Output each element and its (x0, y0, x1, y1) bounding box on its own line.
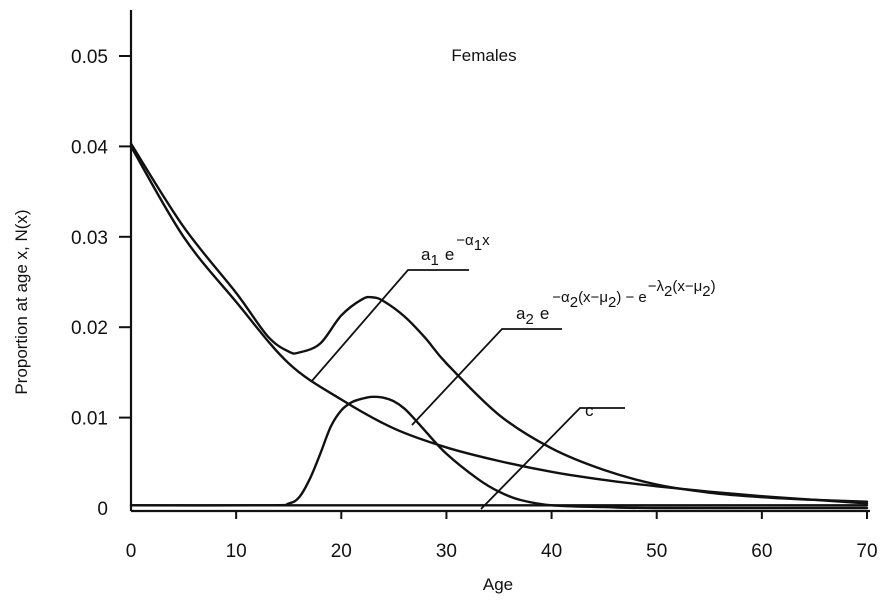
y-axis-title: Proportion at age x, N(x) (12, 209, 31, 394)
y-tick-label: 0.05 (71, 47, 108, 68)
formula-c: c (585, 401, 594, 420)
x-axis-title: Age (483, 575, 513, 594)
formula-a1: a1 e−α1x (421, 232, 490, 269)
leader-a2 (411, 328, 562, 426)
y-tick-label: 0.02 (71, 318, 108, 339)
x-tick-label: 10 (226, 541, 247, 562)
leaders (310, 269, 625, 510)
formula-a2: a2 e−α2(x−μ2) − e−λ2(x−μ2) (516, 278, 716, 328)
y-tick-label: 0.03 (71, 228, 108, 249)
y-tick-label: 0.01 (71, 409, 108, 430)
leader-c (480, 407, 625, 510)
series-layer (129, 142, 869, 510)
x-tick-label: 0 (126, 541, 137, 562)
y-ticks: 0 0.01 0.02 0.03 0.04 0.05 (71, 47, 131, 520)
axes (129, 10, 870, 513)
x-tick-label: 70 (856, 541, 877, 562)
x-ticks: 0 10 20 30 40 50 60 70 (126, 511, 878, 562)
x-tick-label: 30 (436, 541, 457, 562)
x-tick-label: 40 (541, 541, 562, 562)
y-tick-label: 0 (97, 499, 108, 520)
x-tick-label: 60 (751, 541, 772, 562)
series-total (129, 142, 869, 503)
series-a1-exponential (129, 145, 869, 505)
x-tick-label: 50 (646, 541, 667, 562)
y-tick-label: 0.04 (71, 137, 108, 158)
chart-title: Females (451, 46, 516, 65)
leader-a1 (310, 269, 469, 383)
x-tick-label: 20 (331, 541, 352, 562)
